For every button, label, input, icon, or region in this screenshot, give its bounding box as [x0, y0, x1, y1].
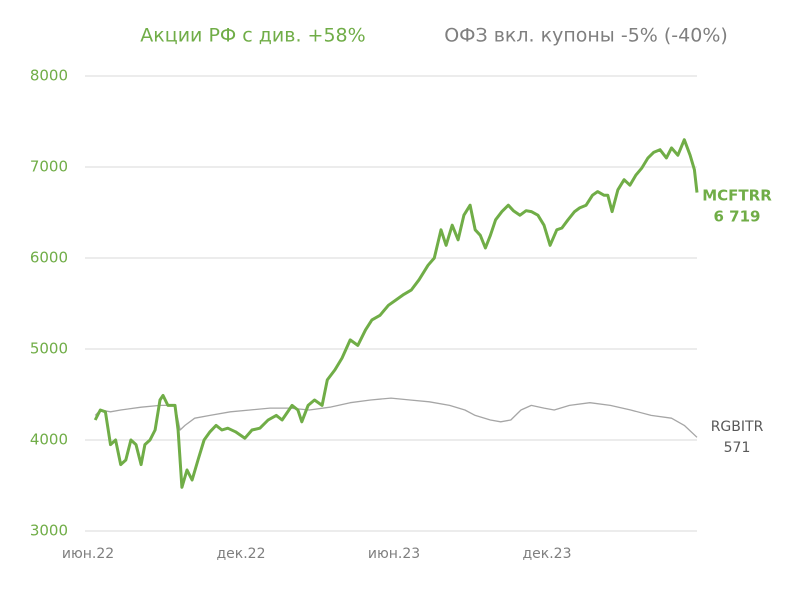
legend-entry: Акции РФ с див. +58% — [140, 25, 365, 47]
y-tick-label: 5000 — [30, 340, 68, 358]
end-label: MCFTRR — [702, 187, 772, 205]
y-tick-label: 8000 — [30, 67, 68, 85]
y-tick-label: 6000 — [30, 249, 68, 267]
y-tick-label: 3000 — [30, 522, 68, 540]
end-label: 571 — [724, 440, 751, 456]
end-label: RGBITR — [711, 419, 764, 435]
end-label: 6 719 — [714, 208, 761, 226]
x-tick-label: дек.22 — [216, 546, 265, 562]
series-line — [94, 397, 698, 438]
x-tick-label: июн.23 — [368, 546, 420, 562]
series-line — [93, 138, 699, 489]
x-tick-label: июн.22 — [62, 546, 114, 562]
legend-entry: ОФЗ вкл. купоны -5% (-40%) — [444, 25, 728, 47]
x-tick-label: дек.23 — [522, 546, 571, 562]
y-tick-label: 7000 — [30, 158, 68, 176]
y-tick-label: 4000 — [30, 431, 68, 449]
